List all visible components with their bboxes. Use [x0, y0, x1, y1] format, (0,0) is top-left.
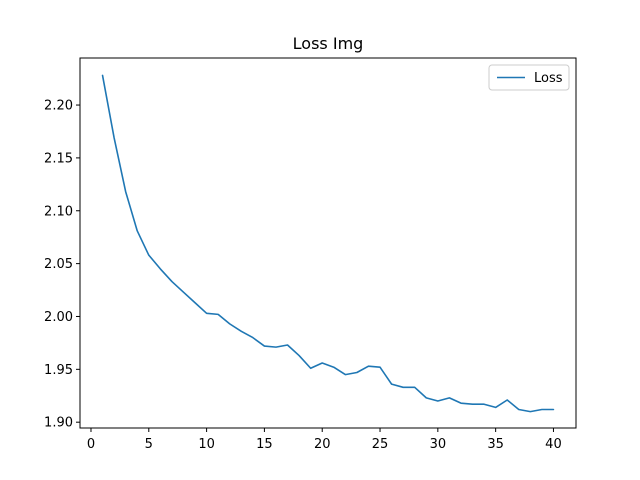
x-tick-label: 30	[430, 437, 447, 452]
y-tick-label: 2.00	[44, 310, 73, 325]
legend-box	[488, 64, 570, 91]
x-tick-label: 5	[145, 437, 153, 452]
x-tick-label: 10	[198, 437, 215, 452]
y-tick-label: 2.05	[44, 257, 73, 272]
x-tick-label: 40	[545, 437, 562, 452]
x-tick-label: 20	[314, 437, 331, 452]
loss-series-line	[101, 74, 555, 413]
y-tick-label: 2.15	[44, 151, 73, 166]
x-tick-label: 15	[256, 437, 273, 452]
x-tick-label: 35	[487, 437, 504, 452]
x-axis: 0 5 10 15 20 25 30 35 40	[87, 428, 562, 452]
chart-title: Loss Img	[293, 34, 364, 53]
y-axis: 1.90 1.95 2.00 2.05 2.10 2.15 2.20	[44, 99, 80, 431]
x-tick-label: 0	[87, 437, 95, 452]
y-tick-label: 1.95	[44, 363, 73, 378]
legend-label: Loss	[534, 71, 563, 86]
y-tick-label: 2.10	[44, 204, 73, 219]
x-tick-label: 25	[372, 437, 389, 452]
y-tick-label: 2.20	[44, 99, 73, 114]
plot-area-frame	[79, 57, 577, 429]
y-tick-label: 1.90	[44, 416, 73, 431]
plot-series	[101, 74, 555, 413]
legend: Loss	[488, 64, 570, 91]
